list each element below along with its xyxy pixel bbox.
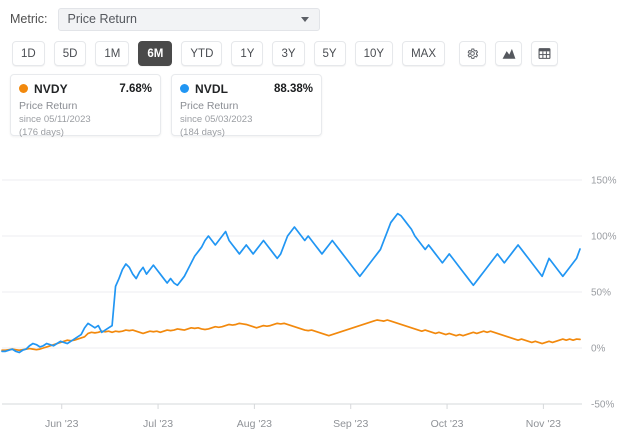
legend-percent: 88.38%	[273, 82, 313, 95]
legend-days: (184 days)	[180, 127, 225, 138]
metric-select-value: Price Return	[67, 12, 137, 26]
legend-metric: Price Return	[19, 100, 78, 112]
range-button-1y[interactable]: 1Y	[231, 41, 264, 66]
settings-button[interactable]	[459, 41, 486, 66]
legend-ticker: NVDY	[34, 81, 68, 96]
legend-since: since 05/03/2023	[180, 114, 253, 125]
series-line-nvdy	[1, 319, 581, 352]
svg-text:Nov '23: Nov '23	[526, 418, 561, 430]
chart-x-axis: Jun '23 Jul '23 Aug '23 Sep '23 Oct '23 Nov '…	[45, 418, 561, 430]
range-button-3y[interactable]: 3Y	[272, 41, 305, 66]
svg-text:-50%: -50%	[591, 400, 614, 411]
svg-text:Sep '23: Sep '23	[333, 418, 368, 430]
chart-canvas: 150% 100% 50% 0% -50% Jun '23 Jul '23 Aug '23 S…	[1, 176, 617, 430]
range-button-10y[interactable]: 10Y	[354, 41, 394, 66]
range-button-6m[interactable]: 6M	[138, 41, 173, 66]
svg-text:50%: 50%	[591, 288, 611, 299]
legend-percent: 7.68%	[119, 82, 152, 95]
range-button-1m[interactable]: 1M	[95, 41, 130, 66]
price-return-chart[interactable]: 150% 100% 50% 0% -50% Jun '23 Jul '23 Aug '23 S…	[0, 168, 640, 439]
series-line-nvdl	[1, 212, 581, 354]
svg-text:150%: 150%	[591, 176, 617, 187]
range-button-ytd[interactable]: YTD	[181, 41, 223, 66]
chart-gridlines	[2, 179, 582, 405]
table-view-button[interactable]	[531, 41, 558, 66]
range-button-5y[interactable]: 5Y	[313, 41, 346, 66]
svg-text:Jul '23: Jul '23	[143, 418, 173, 430]
legend-since: since 05/11/2023	[19, 114, 91, 125]
series-legend: NVDY 7.68% Price Return since 05/11/2023…	[0, 68, 640, 138]
chart-y-axis: 150% 100% 50% 0% -50%	[591, 176, 617, 411]
metric-select[interactable]: Price Return	[57, 7, 320, 31]
range-toolbar: 1D 5D 1M 6M YTD 1Y 3Y 5Y 10Y MAX	[0, 30, 640, 68]
svg-text:Jun '23: Jun '23	[45, 418, 79, 430]
legend-card-header: NVDL 88.38%	[180, 81, 313, 96]
legend-days: (176 days)	[19, 127, 64, 138]
table-grid-icon	[538, 48, 551, 59]
metric-label: Metric:	[10, 12, 48, 26]
series-color-dot-icon	[180, 84, 189, 93]
svg-text:Aug '23: Aug '23	[237, 418, 272, 430]
svg-text:100%: 100%	[591, 232, 617, 243]
legend-card-nvdy[interactable]: NVDY 7.68% Price Return since 05/11/2023…	[10, 74, 161, 138]
range-button-5d[interactable]: 5D	[53, 41, 87, 66]
area-chart-icon	[502, 48, 515, 59]
range-button-1d[interactable]: 1D	[12, 41, 45, 66]
chevron-down-icon	[300, 16, 309, 22]
chart-x-tickmarks	[61, 404, 544, 409]
svg-text:0%: 0%	[591, 344, 606, 355]
svg-text:Oct '23: Oct '23	[431, 418, 464, 430]
range-button-max[interactable]: MAX	[402, 41, 445, 66]
metric-bar: Metric: Price Return	[0, 0, 640, 31]
legend-metric: Price Return	[180, 100, 239, 112]
legend-ticker: NVDL	[195, 81, 229, 96]
legend-card-nvdl[interactable]: NVDL 88.38% Price Return since 05/03/202…	[171, 74, 322, 138]
gear-icon	[467, 48, 479, 59]
legend-card-header: NVDY 7.68%	[19, 81, 152, 96]
area-chart-button[interactable]	[495, 41, 522, 66]
series-color-dot-icon	[19, 84, 28, 93]
